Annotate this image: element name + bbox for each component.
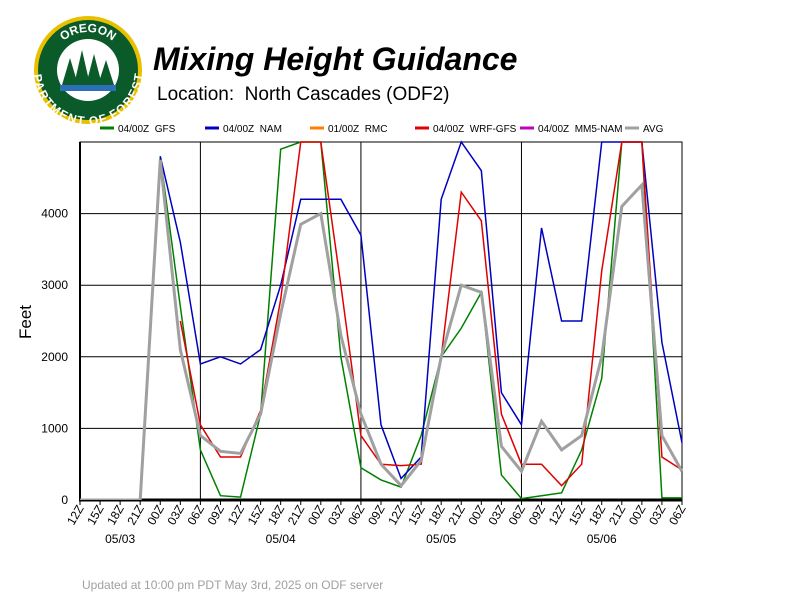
x-tick-label: 06Z <box>506 503 528 528</box>
x-tick-label: 15Z <box>566 503 588 528</box>
y-axis-label: Feet <box>16 305 35 339</box>
x-tick-label: 00Z <box>626 503 648 528</box>
y-tick-label: 3000 <box>41 278 68 292</box>
x-tick-label: 00Z <box>144 503 166 528</box>
x-tick-label: 12Z <box>385 503 407 528</box>
x-tick-label: 12Z <box>225 503 247 528</box>
x-tick-label: 09Z <box>365 503 387 528</box>
chart-subtitle: Location: North Cascades (ODF2) <box>157 84 450 105</box>
footer: Updated at 10:00 pm PDT May 3rd, 2025 on… <box>82 578 383 592</box>
x-tick-label: 12Z <box>546 503 568 528</box>
logo-center <box>57 39 119 101</box>
x-tick-label: 03Z <box>164 503 186 528</box>
date-label: 05/06 <box>587 532 617 546</box>
y-tick-label: 0 <box>61 493 68 507</box>
logo-top: OREGON <box>57 21 119 44</box>
legend-label: 04/00Z GFS <box>118 124 176 135</box>
legend-label: 04/00Z WRF-GFS <box>433 124 517 135</box>
x-tick-label: 03Z <box>325 503 347 528</box>
y-tick-label: 2000 <box>41 350 68 364</box>
x-tick-label: 06Z <box>185 503 207 528</box>
x-tick-label: 18Z <box>104 503 126 528</box>
x-tick-label: 09Z <box>205 503 227 528</box>
x-tick-label: 21Z <box>445 503 467 528</box>
x-tick-label: 15Z <box>245 503 267 528</box>
plot-frame <box>79 141 683 501</box>
chart-title: Mixing Height Guidance <box>153 41 517 77</box>
x-tick-label: 21Z <box>606 503 628 528</box>
legend-label: AVG <box>643 124 664 135</box>
x-tick-label: 00Z <box>465 503 487 528</box>
x-tick-label: 21Z <box>285 503 307 528</box>
logo-text: OREGON <box>57 21 119 44</box>
x-tick-label: 03Z <box>486 503 508 528</box>
x-tick-label: 18Z <box>265 503 287 528</box>
x-tick-label: 09Z <box>526 503 548 528</box>
x-tick-label: 15Z <box>405 503 427 528</box>
series-line <box>80 159 684 500</box>
x-tick-label: 18Z <box>586 503 608 528</box>
legend-label: 01/00Z RMC <box>328 124 387 135</box>
x-tick-label: 00Z <box>305 503 327 528</box>
logo-trees <box>62 50 114 85</box>
x-tick-label: 15Z <box>84 503 106 528</box>
logo-water <box>60 85 116 91</box>
x-tick-label: 06Z <box>345 503 367 528</box>
y-tick-label: 4000 <box>41 207 68 221</box>
y-tick-label: 1000 <box>41 421 68 435</box>
legend-label: 04/00Z MM5-NAM <box>538 124 622 135</box>
date-label: 05/04 <box>266 532 296 546</box>
legend-label: 04/00Z NAM <box>223 124 282 135</box>
series-line <box>80 141 682 500</box>
date-label: 05/03 <box>105 532 135 546</box>
date-label: 05/05 <box>426 532 456 546</box>
x-tick-label: 21Z <box>124 503 146 528</box>
x-tick-label: 06Z <box>666 503 688 528</box>
logo: OREGON DEPARTMENT OF FORESTRY <box>0 0 146 128</box>
x-tick-label: 18Z <box>425 503 447 528</box>
x-tick-label: 03Z <box>646 503 668 528</box>
